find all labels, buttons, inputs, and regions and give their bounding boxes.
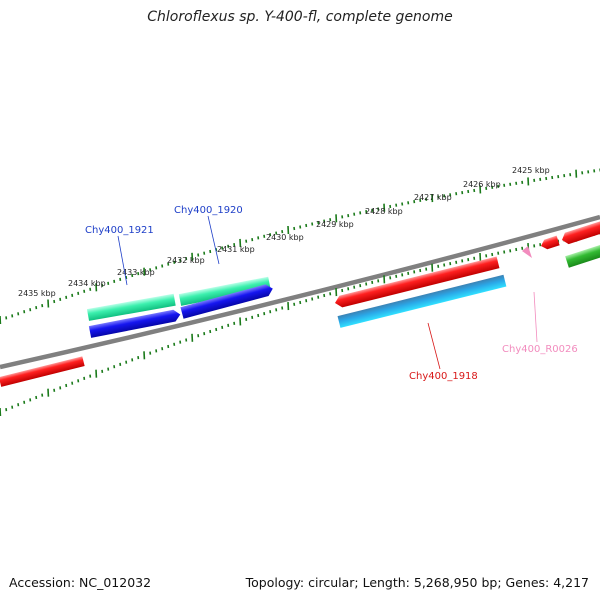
scale-labels: 2425 kbp 2426 kbp 2427 kbp 2428 kbp 2429 kbp… <box>18 166 550 298</box>
scale-label: 2427 kbp <box>414 193 452 202</box>
scale-label: 2430 kbp <box>266 233 304 242</box>
gene-label-chy400-1921[interactable]: Chy400_1921 <box>85 225 154 236</box>
gene-feature-chy400-1920-blue[interactable] <box>180 283 274 319</box>
label-leader-chy400-1918 <box>427 322 441 370</box>
gene-feature-cyan-operon[interactable] <box>337 274 507 328</box>
gene-feature-chy400-1921-blue[interactable] <box>88 309 182 338</box>
inner-tick-row <box>0 231 600 417</box>
gene-feature-cds-left[interactable] <box>0 356 85 387</box>
label-leader-chy400-r0026 <box>533 291 538 343</box>
rna-feature-marker[interactable] <box>522 246 532 258</box>
outer-tick-row <box>0 168 600 325</box>
genome-backbone <box>0 214 600 370</box>
gene-label-chy400-1918[interactable]: Chy400_1918 <box>409 371 478 382</box>
label-leader-chy400-1920 <box>207 215 220 265</box>
topology-text: Topology: circular; Length: 5,268,950 bp… <box>245 575 589 590</box>
scale-label: 2428 kbp <box>365 207 403 216</box>
scale-label: 2433 kbp <box>117 268 155 277</box>
gene-feature-chy400-1920-teal[interactable] <box>178 276 271 306</box>
scale-label: 2434 kbp <box>68 279 106 288</box>
scale-label: 2429 kbp <box>316 220 354 229</box>
scale-label: 2425 kbp <box>512 166 550 175</box>
label-leader-chy400-1921 <box>117 235 128 286</box>
map-title: Chloroflexus sp. Y-400-fl, complete geno… <box>147 9 453 25</box>
scale-label: 2435 kbp <box>18 289 56 298</box>
gene-feature-right-red-2[interactable] <box>560 220 600 246</box>
gene-feature-right-red-1[interactable] <box>539 235 560 251</box>
gene-feature-chy400-1918-red[interactable] <box>334 256 500 309</box>
scale-label: 2426 kbp <box>463 180 501 189</box>
gene-label-chy400-r0026[interactable]: Chy400_R0026 <box>502 344 578 355</box>
scale-label: 2432 kbp <box>167 256 205 265</box>
accession-text: Accession: NC_012032 <box>9 575 152 590</box>
gene-feature-chy400-1921-teal[interactable] <box>86 293 176 321</box>
gene-label-chy400-1920[interactable]: Chy400_1920 <box>174 205 243 216</box>
gene-feature-green-right[interactable] <box>565 243 600 268</box>
scale-label: 2431 kbp <box>217 245 255 254</box>
